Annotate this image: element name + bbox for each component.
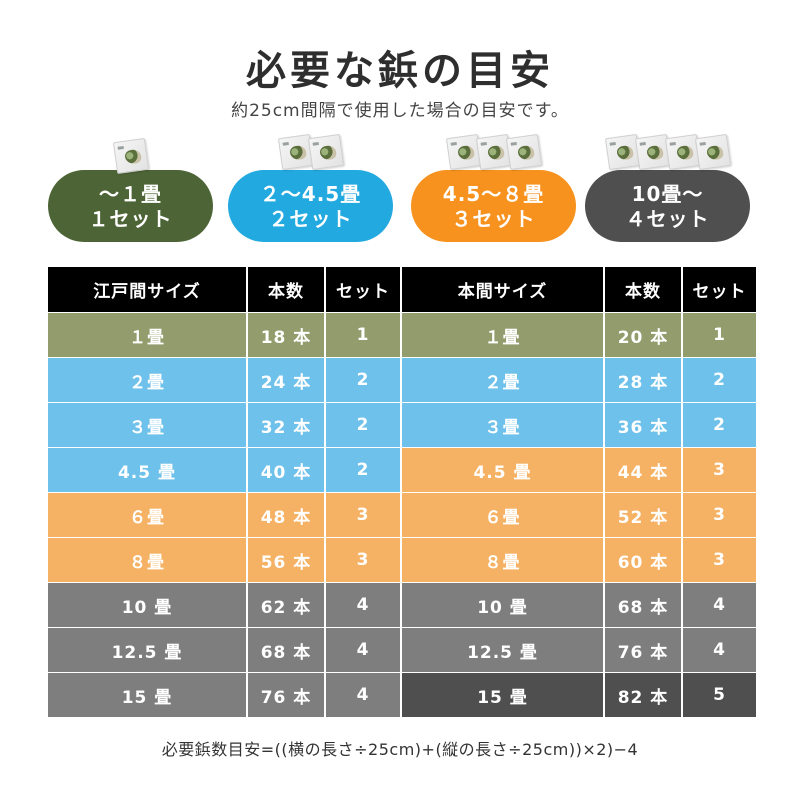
row-9-hon-size: 15 畳 [402,673,603,717]
row-4-hon-size: 4.5 畳 [402,448,603,492]
header-edo-count: 本数 [248,267,324,312]
set-pill-size-label: 〜１畳 [99,182,162,206]
tack-package-icon [505,133,543,171]
row-7-hon-size: 10 畳 [402,583,603,627]
row-9-hon-set: 5 [683,673,756,717]
header-hon-count: 本数 [605,267,681,312]
header-edo-set: セット [326,267,400,312]
row-2-hon-size: ２畳 [402,358,603,402]
row-5-edo-count: 48 本 [248,493,324,537]
header-edo-size: 江戸間サイズ [48,267,246,312]
set-pill-set-label: １セット [88,207,173,231]
row-1-edo-set: 1 [326,313,400,357]
row-4-edo-count: 40 本 [248,448,324,492]
row-8-hon-set: 4 [683,628,756,672]
set-pill-set-label: ３セット [451,207,536,231]
row-8-edo-count: 68 本 [248,628,324,672]
row-7-edo-set: 4 [326,583,400,627]
row-2-hon-set: 2 [683,358,756,402]
row-5-edo-set: 3 [326,493,400,537]
row-1-hon-set: 1 [683,313,756,357]
set-pill-2: ２〜4.5畳 ２セット [228,170,393,242]
page-subtitle: 約25cm間隔で使用した場合の目安です。 [231,101,569,121]
row-6-edo-set: 3 [326,538,400,582]
set-pill-size-label: ２〜4.5畳 [259,182,362,206]
row-6-hon-count: 60 本 [605,538,681,582]
row-3-hon-set: 2 [683,403,756,447]
row-1-hon-count: 20 本 [605,313,681,357]
row-2-edo-size: ２畳 [48,358,246,402]
row-5-hon-size: ６畳 [402,493,603,537]
row-9-edo-count: 76 本 [248,673,324,717]
row-9-edo-set: 4 [326,673,400,717]
row-1-hon-size: １畳 [402,313,603,357]
tack-package-icon [112,137,150,175]
row-4-hon-count: 44 本 [605,448,681,492]
row-1-edo-size: １畳 [48,313,246,357]
row-3-hon-count: 36 本 [605,403,681,447]
row-3-edo-size: ３畳 [48,403,246,447]
row-3-hon-size: ３畳 [402,403,603,447]
row-7-hon-count: 68 本 [605,583,681,627]
row-6-hon-set: 3 [683,538,756,582]
row-5-edo-size: ６畳 [48,493,246,537]
row-4-hon-set: 3 [683,448,756,492]
set-pill-size-label: 10畳〜 [631,182,704,206]
row-9-edo-size: 15 畳 [48,673,246,717]
row-3-edo-set: 2 [326,403,400,447]
row-8-edo-set: 4 [326,628,400,672]
row-7-edo-count: 62 本 [248,583,324,627]
row-6-edo-count: 56 本 [248,538,324,582]
row-2-hon-count: 28 本 [605,358,681,402]
row-8-hon-size: 12.5 畳 [402,628,603,672]
row-9-hon-count: 82 本 [605,673,681,717]
formula-text: 必要鋲数目安=((横の長さ÷25cm)+(縦の長さ÷25cm))×2)−4 [161,740,639,759]
set-pill-set-label: ４セット [625,207,710,231]
row-5-hon-count: 52 本 [605,493,681,537]
row-4-edo-size: 4.5 畳 [48,448,246,492]
row-7-edo-size: 10 畳 [48,583,246,627]
tack-package-icon [694,133,732,171]
row-8-hon-count: 76 本 [605,628,681,672]
row-8-edo-size: 12.5 畳 [48,628,246,672]
set-pill-set-label: ２セット [268,207,353,231]
row-2-edo-set: 2 [326,358,400,402]
set-pill-4: 10畳〜 ４セット [585,170,750,242]
tack-count-table: 江戸間サイズ 本数 セット 本間サイズ 本数 セット １畳 18 本 1 １畳 20 本… [48,267,756,720]
row-4-edo-set: 2 [326,448,400,492]
row-1-edo-count: 18 本 [248,313,324,357]
header-hon-set: セット [683,267,756,312]
tack-package-icon [307,133,345,171]
set-pill-1: 〜１畳 １セット [48,170,213,242]
set-pill-3: 4.5〜８畳 ３セット [411,170,576,242]
header-hon-size: 本間サイズ [402,267,603,312]
page-title: 必要な鋲の目安 [246,48,554,94]
row-3-edo-count: 32 本 [248,403,324,447]
row-2-edo-count: 24 本 [248,358,324,402]
row-6-hon-size: ８畳 [402,538,603,582]
row-5-hon-set: 3 [683,493,756,537]
set-pill-size-label: 4.5〜８畳 [442,182,545,206]
row-7-hon-set: 4 [683,583,756,627]
row-6-edo-size: ８畳 [48,538,246,582]
